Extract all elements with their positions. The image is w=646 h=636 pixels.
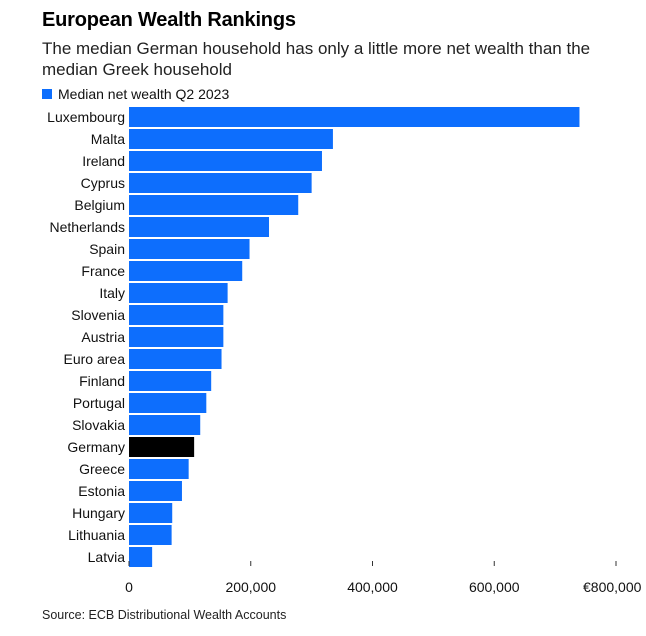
legend-label: Median net wealth Q2 2023 <box>58 86 230 102</box>
category-label: Portugal <box>73 395 125 411</box>
bar-italy <box>129 283 228 303</box>
category-label: Italy <box>99 285 125 301</box>
category-label: Spain <box>89 241 125 257</box>
category-label: Euro area <box>64 351 126 367</box>
source-note: Source: ECB Distributional Wealth Accoun… <box>42 608 287 622</box>
bar-portugal <box>129 393 207 413</box>
bar-malta <box>129 129 333 149</box>
bar-hungary <box>129 503 173 523</box>
bar-ireland <box>129 151 322 171</box>
x-tick-label: 400,000 <box>347 579 398 595</box>
bar-netherlands <box>129 217 270 237</box>
bar-germany <box>129 437 195 457</box>
category-label: Ireland <box>82 153 125 169</box>
legend: Median net wealth Q2 2023 <box>42 86 229 102</box>
category-label: Cyprus <box>81 175 125 191</box>
bar-euro-area <box>129 349 222 369</box>
category-label: Malta <box>91 131 125 147</box>
chart-title: European Wealth Rankings <box>42 9 296 31</box>
chart-subtitle: The median German household has only a l… <box>42 39 591 79</box>
bar-finland <box>129 371 212 391</box>
x-tick-label: 600,000 <box>469 579 520 595</box>
category-label: Estonia <box>78 483 125 499</box>
x-tick-label: 200,000 <box>225 579 276 595</box>
category-label: Latvia <box>88 549 126 565</box>
bar-slovenia <box>129 305 224 325</box>
bar-france <box>129 261 243 281</box>
bar-estonia <box>129 481 182 501</box>
bar-luxembourg <box>129 107 580 127</box>
bar-greece <box>129 459 189 479</box>
category-label: Finland <box>79 373 125 389</box>
bar-austria <box>129 327 224 347</box>
category-label: Greece <box>79 461 125 477</box>
bar-lithuania <box>129 525 172 545</box>
x-tick-label: €800,000 <box>583 579 642 595</box>
category-label: Hungary <box>72 505 125 521</box>
bar-slovakia <box>129 415 201 435</box>
category-label: France <box>81 263 125 279</box>
category-label: Lithuania <box>68 527 125 543</box>
bar-belgium <box>129 195 299 215</box>
bar-spain <box>129 239 250 259</box>
category-label: Netherlands <box>50 219 126 235</box>
legend-swatch <box>42 89 52 99</box>
category-label: Austria <box>81 329 125 345</box>
category-label: Germany <box>67 439 125 455</box>
category-label: Slovenia <box>71 307 125 323</box>
bar-cyprus <box>129 173 312 193</box>
category-label: Slovakia <box>72 417 125 433</box>
bar-latvia <box>129 547 153 567</box>
x-tick-label: 0 <box>125 579 133 595</box>
category-label: Belgium <box>74 197 125 213</box>
category-label: Luxembourg <box>47 109 125 125</box>
